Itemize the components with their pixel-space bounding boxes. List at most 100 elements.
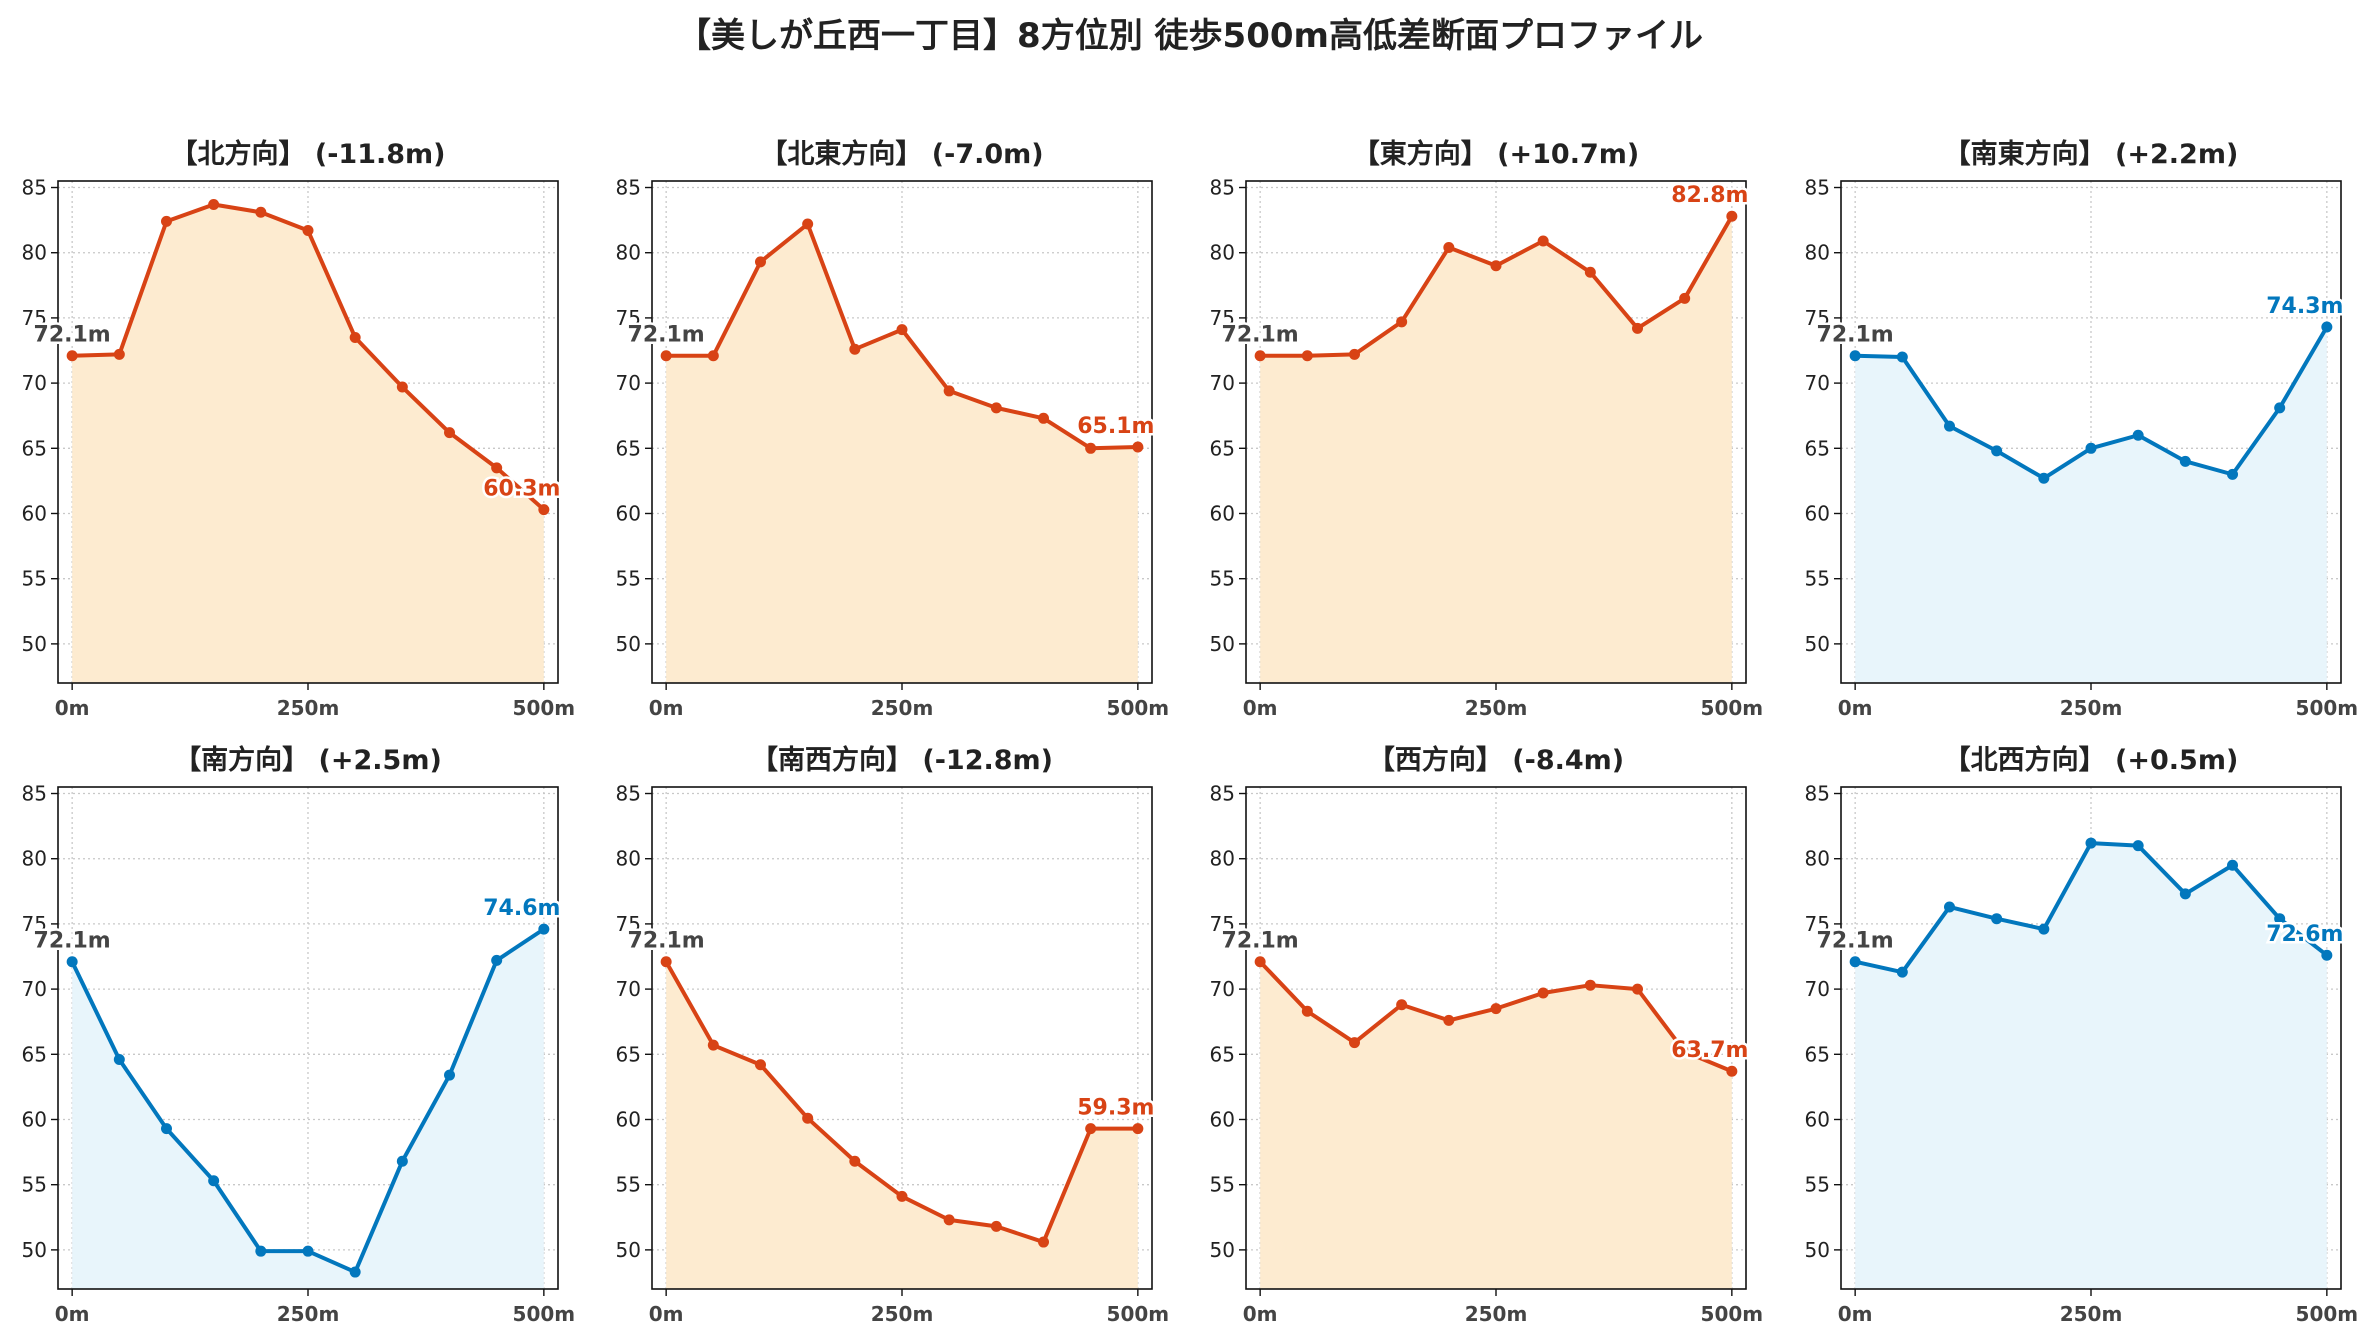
panel-title: 【南西方向】 (-12.8m) (751, 744, 1053, 776)
data-point (754, 1059, 766, 1071)
y-tick-label: 80 (22, 847, 47, 871)
data-point (754, 256, 766, 268)
y-tick-label: 60 (1805, 1107, 1830, 1131)
data-point (2227, 859, 2239, 871)
y-tick-label: 70 (1210, 371, 1235, 395)
data-point (1254, 350, 1266, 362)
y-tick-label: 50 (616, 1238, 641, 1262)
x-tick-label: 0m (649, 1302, 684, 1326)
panel-1: 【北東方向】 (-7.0m) 50 55 60 65 70 75 80 85 0m 250m 500m… (616, 138, 1170, 720)
y-tick-label: 80 (1805, 241, 1830, 265)
data-point (1132, 441, 1144, 453)
y-tick-label: 60 (1210, 1107, 1235, 1131)
start-value-label: 72.1m (34, 929, 111, 954)
end-value-label: 63.7m (1671, 1038, 1748, 1063)
data-point (66, 350, 78, 362)
figure-title: 【美しが丘西一丁目】8方位別 徒歩500m高低差断面プロファイル (677, 16, 1703, 56)
data-point (1490, 1003, 1502, 1015)
panel-6: 【西方向】 (-8.4m) 50 55 60 65 70 75 80 85 0m 250m 500m 7… (1210, 744, 1764, 1326)
data-point (349, 331, 361, 343)
end-value-label: 65.1m (1077, 414, 1154, 439)
data-point (255, 206, 267, 218)
start-value-label: 72.1m (628, 929, 705, 954)
data-point (2038, 472, 2050, 484)
data-point (160, 215, 172, 227)
end-value-label: 74.6m (483, 896, 560, 921)
data-point (1132, 1123, 1144, 1135)
y-tick-label: 50 (616, 632, 641, 656)
data-point (302, 225, 314, 237)
data-point (538, 923, 550, 935)
x-tick-label: 500m (2296, 696, 2359, 720)
x-tick-label: 500m (1107, 1302, 1170, 1326)
area-fill (72, 929, 544, 1289)
start-value-label: 72.1m (628, 323, 705, 348)
panel-title: 【北方向】 (-11.8m) (170, 138, 445, 170)
x-tick-label: 250m (277, 1302, 340, 1326)
data-point (538, 504, 550, 516)
y-tick-label: 70 (1805, 977, 1830, 1001)
y-tick-label: 80 (22, 241, 47, 265)
end-value-label: 72.6m (2266, 922, 2343, 947)
data-point (1991, 913, 2003, 925)
data-point (302, 1245, 314, 1257)
data-point (160, 1123, 172, 1135)
data-point (1038, 1236, 1050, 1248)
data-point (2227, 468, 2239, 480)
x-tick-label: 250m (2060, 1302, 2123, 1326)
y-tick-label: 70 (22, 977, 47, 1001)
data-point (113, 1054, 125, 1066)
y-tick-label: 55 (616, 1173, 641, 1197)
x-tick-label: 0m (1243, 1302, 1278, 1326)
y-tick-label: 85 (616, 176, 641, 200)
data-point (255, 1245, 267, 1257)
data-point (2179, 455, 2191, 467)
y-tick-label: 60 (616, 501, 641, 525)
y-tick-label: 85 (1805, 782, 1830, 806)
y-tick-label: 65 (22, 1042, 47, 1066)
data-point (2038, 923, 2050, 935)
data-point (1849, 956, 1861, 968)
data-point (660, 956, 672, 968)
area-fill (666, 224, 1138, 683)
data-point (1537, 235, 1549, 247)
data-point (396, 1155, 408, 1167)
y-tick-label: 60 (22, 501, 47, 525)
y-tick-label: 65 (1805, 1042, 1830, 1066)
data-point (491, 954, 503, 966)
data-point (943, 385, 955, 397)
end-value-label: 59.3m (1077, 1096, 1154, 1121)
panel-7: 【北西方向】 (+0.5m) 50 55 60 65 70 75 80 85 0m 250m 500m… (1805, 744, 2359, 1326)
y-tick-label: 55 (1210, 567, 1235, 591)
end-value-label: 82.8m (1671, 183, 1748, 208)
y-tick-label: 70 (1210, 977, 1235, 1001)
start-value-label: 72.1m (34, 323, 111, 348)
y-tick-label: 85 (616, 782, 641, 806)
panel-title: 【北東方向】 (-7.0m) (760, 138, 1043, 170)
area-fill (1260, 961, 1732, 1289)
data-point (1085, 1123, 1097, 1135)
data-point (491, 462, 503, 474)
data-point (707, 350, 719, 362)
y-tick-label: 75 (1210, 912, 1235, 936)
y-tick-label: 70 (1805, 371, 1830, 395)
data-point (1991, 445, 2003, 457)
x-tick-label: 250m (2060, 696, 2123, 720)
x-tick-label: 0m (55, 696, 90, 720)
data-point (1943, 901, 1955, 913)
data-point (1301, 350, 1313, 362)
y-tick-label: 75 (1805, 306, 1830, 330)
data-point (849, 343, 861, 355)
data-point (1443, 1014, 1455, 1026)
data-point (660, 350, 672, 362)
y-tick-label: 65 (1210, 1042, 1235, 1066)
data-point (1348, 348, 1360, 360)
start-value-label: 72.1m (1817, 323, 1894, 348)
data-point (349, 1266, 361, 1278)
y-tick-label: 60 (616, 1107, 641, 1131)
x-tick-label: 500m (1107, 696, 1170, 720)
data-point (208, 198, 220, 210)
y-tick-label: 65 (616, 436, 641, 460)
y-tick-label: 75 (1805, 912, 1830, 936)
data-point (2274, 913, 2286, 925)
